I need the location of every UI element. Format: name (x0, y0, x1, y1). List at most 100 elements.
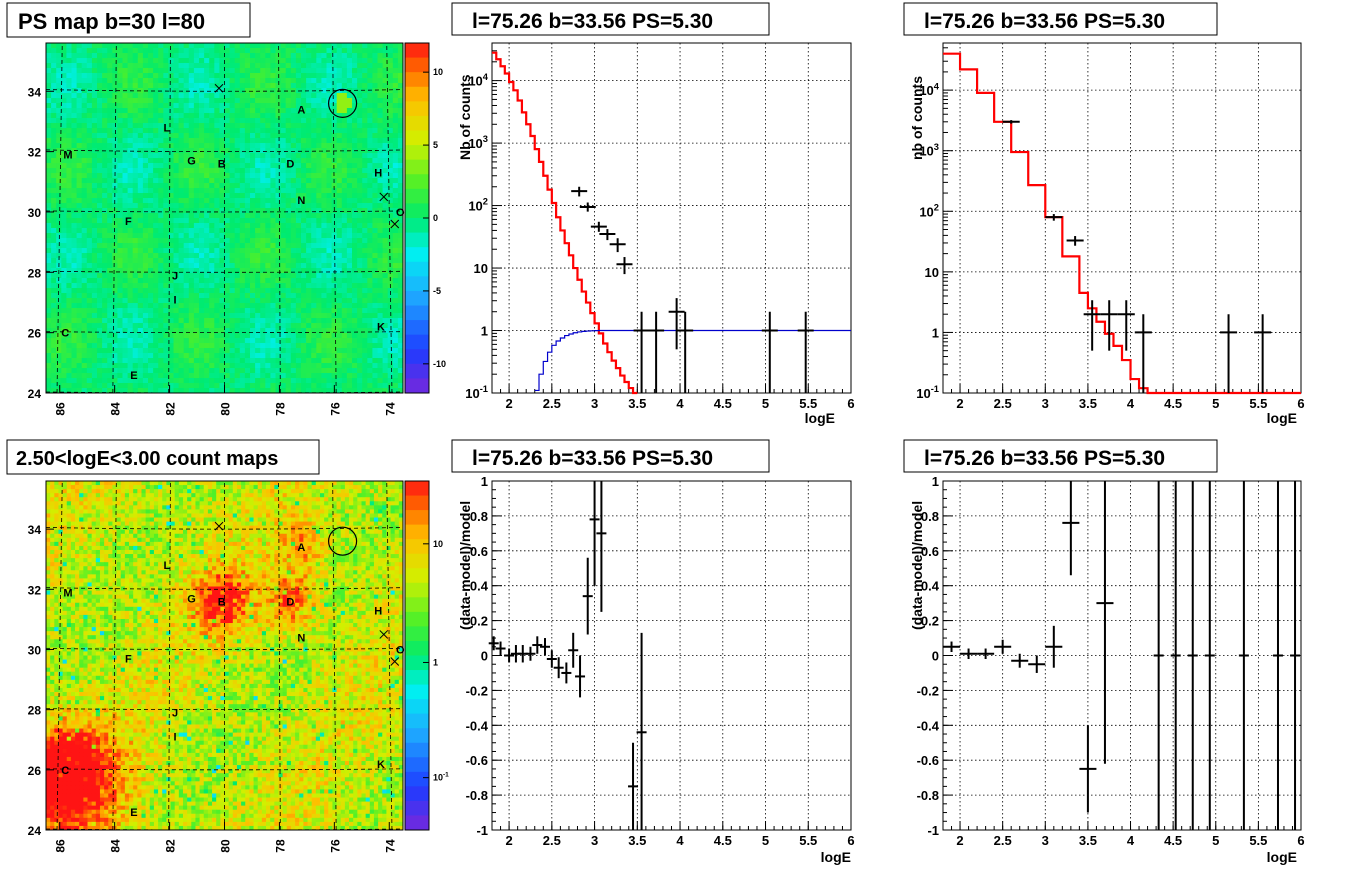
source-label-B: B (218, 596, 226, 608)
panel-1-cross-1 (379, 192, 389, 202)
panel-4-colorbar-label: 1 (433, 657, 438, 667)
panel-6-ytick-label: 1 (932, 474, 939, 489)
panel-1-map: 86 84 82 80 78 76 74 24 26 28 30 32 34 A L M G B D H N O F JI K C… (28, 42, 446, 416)
panel-1-xtick-label: 86 (54, 402, 68, 416)
panel-6-ytick-label: 0.2 (921, 614, 939, 629)
panel-3-xtick-label: 2 (956, 396, 963, 411)
panel-2-ytick-label: 102 (468, 197, 488, 214)
panel-6-xtick-label: 3 (1042, 833, 1049, 848)
panel-4-ytick-label: 32 (28, 583, 42, 597)
panel-2-xtick-label: 5.5 (799, 396, 817, 411)
panel-5-ytick-label: -0.4 (466, 718, 489, 733)
source-label-J: J (172, 708, 178, 720)
panel-6-xtick-label: 4.5 (1164, 833, 1182, 848)
panel-5-xtick-label: 5 (762, 833, 769, 848)
panel-2-xtick-label: 2.5 (543, 396, 561, 411)
panel-1-cells (46, 43, 404, 394)
panel-2-xtick-label: 5 (762, 396, 769, 411)
panel-1-xtick-label: 80 (219, 402, 233, 416)
panel-5-xtick-label: 4 (676, 833, 684, 848)
source-label-I: I (174, 294, 177, 306)
panel-6-xlabel: logE (1267, 849, 1297, 865)
panel-1-meridian (112, 42, 117, 394)
panel-4-colorbar-label: 10-1 (433, 772, 449, 783)
panel-6-ytick-label: -0.4 (917, 718, 940, 733)
panel-5-ytick-label: 0.4 (470, 579, 489, 594)
panel-4-colorbar-frame (404, 480, 430, 831)
panel-4-ytick-label: 24 (28, 824, 42, 838)
panel-1-target-circle (327, 88, 358, 118)
source-label-G: G (187, 593, 196, 605)
panel-3-xtick-label: 3.5 (1079, 396, 1097, 411)
panel-1-colorbar-label: -10 (433, 359, 446, 369)
panel-2-series-0-step (492, 51, 638, 395)
panel-3-ytick-label: 1 (932, 325, 939, 340)
source-label-A: A (297, 104, 305, 116)
panel-4-meridian (56, 480, 63, 831)
panel-1-ytick-label: 28 (28, 266, 42, 280)
source-label-E: E (130, 807, 137, 819)
panel-1-colorbar-label: 0 (433, 213, 438, 223)
panel-3-xtick-label: 6 (1297, 396, 1304, 411)
panel-4-ytick-label: 26 (28, 764, 42, 778)
panel-4-meridian (332, 480, 337, 831)
panel-1-graticule (45, 42, 404, 394)
panel-4-meridian (112, 480, 117, 831)
panel-4-cross-0 (214, 521, 224, 531)
panel-6-ytick-label: 0.8 (921, 509, 939, 524)
panel-3-xtick-label: 5 (1212, 396, 1219, 411)
panel-6-xtick-label: 2 (956, 833, 963, 848)
source-label-M: M (63, 587, 72, 599)
panel-2-ytick-label: 104 (468, 72, 488, 89)
panel-2-ytick-label: 10-1 (465, 384, 488, 401)
panel-3-ylabel: nb of counts (909, 76, 925, 160)
panel-6-ytick-label: -0.8 (917, 788, 939, 803)
source-label-E: E (130, 370, 137, 382)
panel-5-xlabel: logE (821, 849, 851, 865)
panel-3-title: l=75.26 b=33.56 PS=5.30 (924, 10, 1165, 33)
panel-4-graticule (45, 480, 404, 831)
source-label-B: B (218, 159, 226, 171)
panel-4-xtick-label: 82 (164, 839, 178, 853)
panel-3-xtick-label: 3 (1042, 396, 1049, 411)
source-label-C: C (61, 765, 69, 777)
panel-6-title-box: l=75.26 b=33.56 PS=5.30 (903, 439, 1218, 473)
source-label-M: M (63, 150, 72, 162)
panel-1-xtick-label: 82 (164, 402, 178, 416)
panel-4-meridian (168, 480, 171, 831)
panel-4-meridian (386, 480, 393, 831)
source-label-N: N (297, 632, 305, 644)
source-label-O: O (396, 207, 405, 219)
panel-1-ytick-label: 26 (28, 327, 42, 341)
panel-4-title-box: 2.50<logE<3.00 count maps (6, 439, 320, 475)
panel-5-ytick-label: -0.2 (466, 683, 488, 698)
panel-3-xtick-label: 4 (1127, 396, 1135, 411)
source-label-G: G (187, 156, 196, 168)
panel-6-xtick-label: 3.5 (1079, 833, 1097, 848)
panel-6-xtick-label: 5.5 (1249, 833, 1267, 848)
panel-5-xtick-label: 6 (847, 833, 854, 848)
panel-4-xtick-label: 76 (328, 839, 342, 853)
panel-1-cross-2 (390, 219, 400, 229)
panel-6-ytick-label: 0.6 (921, 544, 939, 559)
panel-6-ytick-label: -1 (927, 823, 939, 838)
panel-5-xtick-label: 2.5 (543, 833, 561, 848)
panel-5-xtick-label: 2 (505, 833, 512, 848)
panel-5-ytick-label: 0.6 (470, 544, 488, 559)
panel-1-parallel (45, 331, 404, 334)
panel-6-ylabel: (data-model)/model (909, 501, 925, 630)
panel-3-xtick-label: 4.5 (1164, 396, 1182, 411)
panel-6-xtick-label: 6 (1297, 833, 1304, 848)
source-label-H: H (374, 605, 382, 617)
source-label-L: L (163, 122, 170, 134)
panel-5-xtick-label: 3.5 (628, 833, 646, 848)
panel-5-xtick-label: 3 (591, 833, 598, 848)
panel-1-cross-0 (214, 83, 224, 93)
source-label-H: H (374, 168, 382, 180)
panel-3-ytick-label: 10-1 (916, 384, 939, 401)
panel-2-xtick-label: 3.5 (628, 396, 646, 411)
panel-5-ytick-label: 0.2 (470, 614, 488, 629)
panel-4-colorbar: 10 1 10-1 (404, 480, 449, 831)
panel-2-xtick-label: 6 (847, 396, 854, 411)
